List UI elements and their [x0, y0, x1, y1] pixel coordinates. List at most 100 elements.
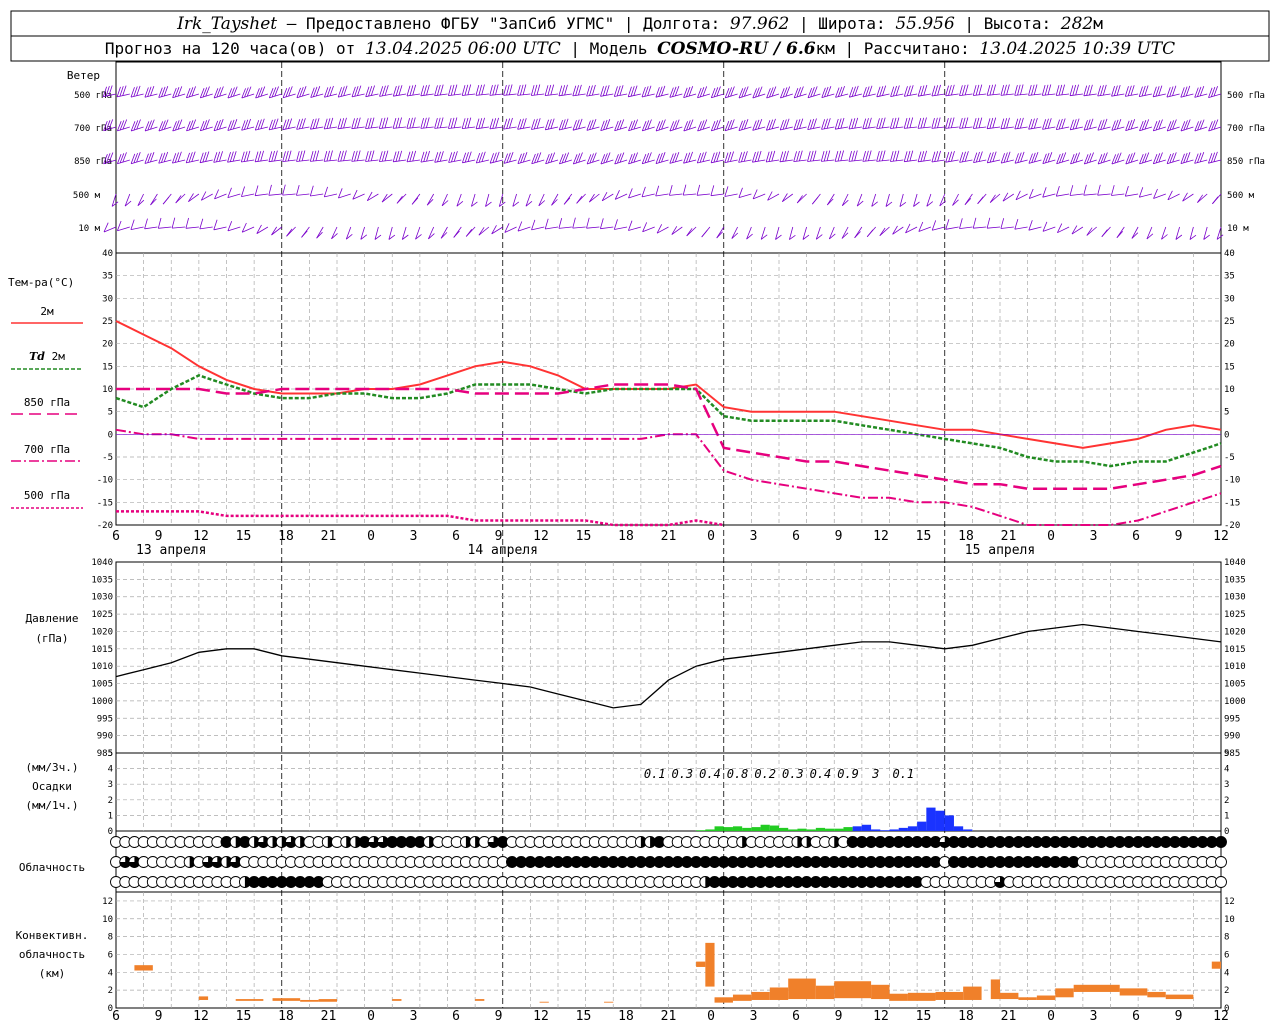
wind-barb-feathers [227, 86, 238, 99]
y-tick-label: 30 [102, 294, 113, 304]
wind-barb [485, 193, 490, 207]
wind-barb-feathers [1055, 84, 1065, 96]
convective-bar [475, 999, 485, 1001]
cloud-fill [405, 836, 417, 848]
wind-barb [296, 93, 310, 99]
wind-barb [890, 126, 904, 129]
pressure-title-2: (гПа) [35, 632, 68, 645]
wind-barb-feathers [374, 234, 382, 240]
temp-series-0 [115, 320, 1222, 449]
y-tick-label-right: 35 [1224, 272, 1235, 282]
wind-barb [628, 93, 641, 98]
hour-tick-label: 21 [1001, 529, 1017, 544]
wind-barb-feathers [282, 86, 293, 98]
wind-barb-feathers [989, 194, 996, 203]
wind-barb [711, 159, 724, 164]
alt-label: | Высота: [955, 14, 1061, 33]
wind-barb-feathers [655, 85, 666, 98]
wind-barb-feathers [503, 151, 514, 164]
wind-barb [388, 226, 393, 240]
wind-barb-feathers [696, 184, 701, 196]
wind-barb [669, 93, 683, 98]
cloud-fill [1022, 856, 1034, 868]
wind-barb-feathers [512, 201, 520, 207]
cloud-fill [709, 856, 721, 868]
wind-barb [1153, 93, 1166, 98]
cloud-fill [1132, 836, 1144, 848]
wind-barb [1167, 193, 1180, 201]
wind-barb-feathers [296, 184, 300, 196]
wind-barb-feathers [931, 150, 941, 163]
wind-barb [738, 193, 752, 198]
header-info-line: Прогноз на 120 часа(ов) от 13.04.2025 06… [105, 39, 1175, 59]
y-tick-label-right: 15 [1224, 362, 1235, 372]
cloud-fill [1022, 836, 1034, 848]
lon-value: 97.962 [730, 14, 789, 34]
wind-barb [669, 126, 683, 132]
cloud-fill [1040, 836, 1052, 848]
wind-barb [1146, 226, 1153, 240]
wind-barb [1084, 159, 1097, 165]
wind-barb [655, 126, 669, 132]
cloud-fill [1187, 836, 1199, 848]
wind-barb [1083, 93, 1097, 97]
cloud-fill [718, 876, 730, 888]
wind-barb [628, 159, 642, 165]
wind-barb [1056, 93, 1070, 96]
wind-barb [890, 159, 904, 162]
cloud-fill [1012, 836, 1024, 848]
wind-barb [462, 126, 476, 129]
hour-tick-label-bottom: 0 [707, 1009, 715, 1024]
wind-barb-feathers [563, 197, 571, 205]
wind-barb [428, 226, 435, 240]
cloud-fill [1077, 836, 1089, 848]
wind-barb [558, 93, 572, 97]
wind-barb [241, 126, 255, 131]
wind-barb [945, 226, 959, 230]
cloud-fill [782, 856, 794, 868]
wind-barb [848, 126, 862, 130]
wind-barb [531, 159, 545, 165]
wind-barb [201, 193, 213, 201]
hour-tick-label: 12 [873, 529, 889, 544]
pressure-line [115, 623, 1222, 709]
wind-barb [573, 159, 586, 165]
wind-barb [489, 93, 503, 96]
convective-bar [769, 987, 789, 1000]
wind-barb [1097, 159, 1111, 165]
cloud-fill [524, 856, 536, 868]
wind-barb-feathers [489, 117, 499, 130]
wind-barb-feathers [827, 198, 834, 206]
wind-barb [738, 126, 752, 131]
wind-barb-feathers [360, 234, 368, 240]
model-prefix: | Модель [561, 39, 657, 58]
y-tick-label-right: 2 [1224, 796, 1229, 806]
wind-barb [504, 226, 517, 233]
wind-barb [572, 226, 586, 229]
wind-barb-feathers [1208, 151, 1218, 164]
wind-barb [559, 126, 572, 131]
wind-barb-feathers [1028, 117, 1038, 130]
wind-barb-feathers [918, 221, 924, 232]
wind-barb [351, 159, 365, 162]
wind-barb-feathers [789, 234, 796, 240]
wind-barb [1197, 193, 1208, 203]
precip-bar [760, 824, 770, 831]
wind-barb-feathers [1071, 225, 1078, 235]
hour-tick-label: 9 [155, 529, 163, 544]
wind-barb-feathers [716, 231, 723, 239]
wind-barb [586, 226, 600, 229]
wind-barb-feathers [738, 86, 749, 99]
wind-barb [1111, 159, 1125, 165]
cloud-fill [828, 876, 840, 888]
wind-barb-feathers [504, 223, 510, 233]
precip-label-1: (мм/3ч.) [26, 761, 79, 774]
wind-barb-feathers [392, 85, 403, 97]
cloud-fill [690, 856, 702, 868]
wind-barb-feathers [171, 217, 176, 229]
wind-barb [686, 226, 697, 237]
header-title-box [10, 10, 1270, 37]
wind-barb [641, 93, 655, 98]
wind-barb [103, 159, 117, 165]
